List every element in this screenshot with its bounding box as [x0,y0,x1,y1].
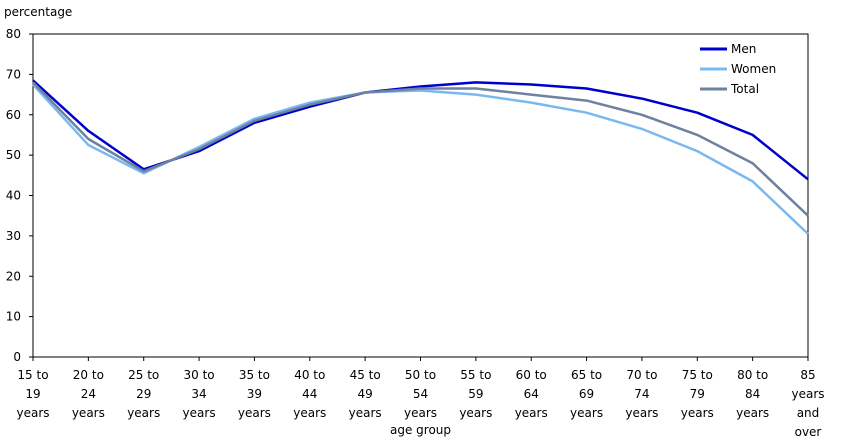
y-tick-label: 30 [6,229,21,243]
legend-label-total: Total [730,82,759,96]
x-tick-label: 80 to 84 years [736,368,769,420]
series-line-women [32,83,809,235]
plot-frame [32,33,809,358]
series-lines [32,79,809,235]
x-tick-label: 45 to 49 years [349,368,382,420]
x-tick-label: 60 to 64 years [515,368,548,420]
legend-label-men: Men [731,42,756,56]
legend-label-women: Women [731,62,776,76]
x-tick-label: 75 to 79 years [681,368,714,420]
x-tick-label: 85 years and over [791,368,824,439]
x-tick-label: 15 to 19 years [16,368,49,420]
x-tick-label: 20 to 24 years [72,368,105,420]
y-axis-ticks: 0 10 20 30 40 50 60 70 80 [6,27,33,364]
x-tick-label: 55 to 59 years [459,368,492,420]
y-tick-label: 80 [6,27,21,41]
x-tick-label: 70 to 74 years [625,368,658,420]
x-axis-ticks: 15 to 19 years 20 to 24 years 25 to 29 years 30 t… [16,357,825,439]
y-tick-label: 60 [6,108,21,122]
y-tick-label: 40 [6,189,21,203]
x-tick-label: 40 to 44 years [293,368,326,420]
legend: Men Women Total [700,42,776,96]
y-tick-label: 0 [13,350,21,364]
x-axis-title: age group [390,423,451,437]
series-line-total [32,81,809,217]
y-tick-label: 10 [6,310,21,324]
y-tick-label: 50 [6,148,21,162]
x-tick-label: 65 to 69 years [570,368,603,420]
x-tick-label: 30 to 34 years [183,368,216,420]
x-tick-label: 50 to 54 years [404,368,437,420]
y-tick-label: 70 [6,67,21,81]
y-axis-title: percentage [4,5,72,19]
x-tick-label: 25 to 29 years [127,368,160,420]
plot-border [32,33,809,358]
y-tick-label: 20 [6,269,21,283]
series-line-men [32,79,809,181]
x-tick-label: 35 to 39 years [238,368,271,420]
